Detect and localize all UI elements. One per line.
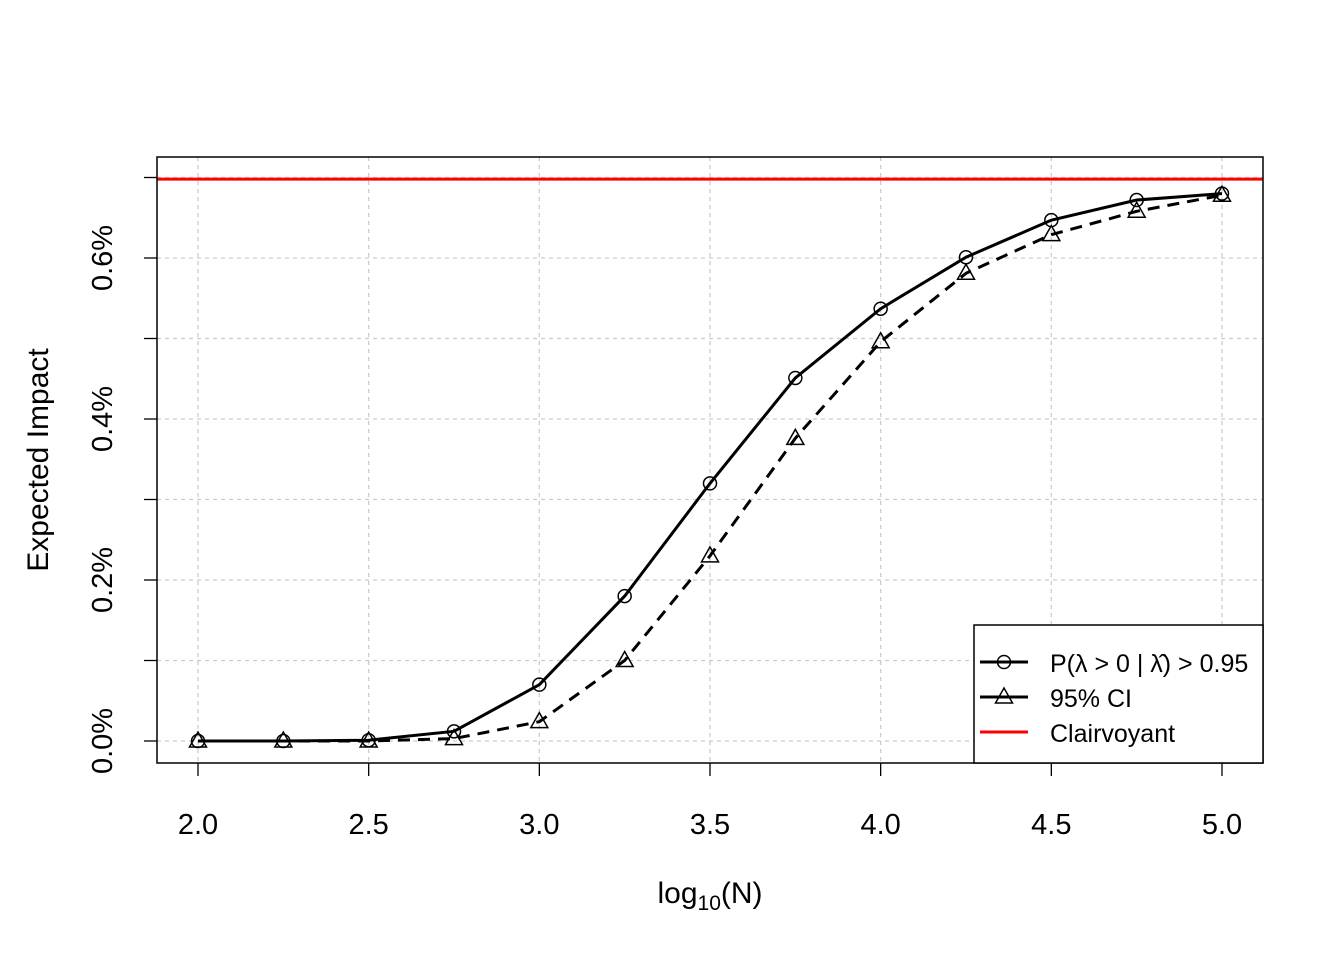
legend-label: 95% CI	[1050, 685, 1132, 713]
x-tick-label: 4.5	[1031, 809, 1071, 841]
y-axis: 0.0% 0.2% 0.4% 0.6%	[87, 176, 157, 774]
x-tick-label: 5.0	[1202, 809, 1242, 841]
data-point-circle	[1129, 192, 1144, 208]
y-tick-label: 0.2%	[87, 547, 119, 613]
data-point-triangle	[358, 730, 379, 748]
x-axis-label: log10(N)	[657, 877, 762, 915]
data-point-triangle	[956, 262, 976, 281]
y-tick-label: 0.0%	[87, 708, 119, 774]
data-point-triangle	[273, 730, 294, 748]
data-point-triangle	[785, 427, 806, 446]
legend-marker-triangle	[994, 686, 1014, 704]
x-tick-label: 3.5	[690, 809, 730, 841]
x-axis: 2.0 2.5 3.0 3.5 4.0 4.5 5.0	[178, 763, 1242, 841]
data-point-triangle	[444, 728, 464, 746]
y-tick-label: 0.6%	[87, 225, 119, 291]
legend: P(λ > 0 | λ̂) > 0.95 95% CI Clairvoyant	[973, 624, 1264, 764]
data-point-triangle	[188, 730, 208, 748]
data-point-circle	[532, 677, 547, 692]
legend-box	[973, 624, 1264, 764]
legend-label: Clairvoyant	[1050, 720, 1175, 748]
data-point-triangle	[529, 711, 550, 729]
y-tick-label: 0.4%	[87, 386, 119, 452]
data-point-circle	[788, 370, 803, 386]
x-tick-label: 3.0	[519, 809, 559, 841]
y-axis-label: Expected Impact	[22, 348, 55, 572]
data-point-circle	[702, 476, 718, 491]
legend-marker-circle	[996, 654, 1012, 670]
data-point-circle	[446, 724, 462, 739]
x-tick-label: 2.0	[178, 809, 218, 841]
data-point-circle	[873, 301, 888, 316]
data-point-triangle	[870, 331, 891, 349]
x-tick-label: 2.5	[349, 809, 389, 841]
series-layer	[157, 177, 1263, 749]
data-point-triangle	[1212, 184, 1232, 202]
x-tick-label: 4.0	[860, 809, 900, 841]
series-line-2	[198, 193, 1223, 743]
data-point-triangle	[1041, 224, 1062, 242]
data-point-triangle	[1126, 200, 1147, 219]
legend-label: P(λ > 0 | λ̂) > 0.95	[1050, 650, 1248, 678]
data-point-circle	[617, 588, 632, 604]
data-point-triangle	[700, 545, 720, 563]
data-point-triangle	[614, 649, 635, 668]
